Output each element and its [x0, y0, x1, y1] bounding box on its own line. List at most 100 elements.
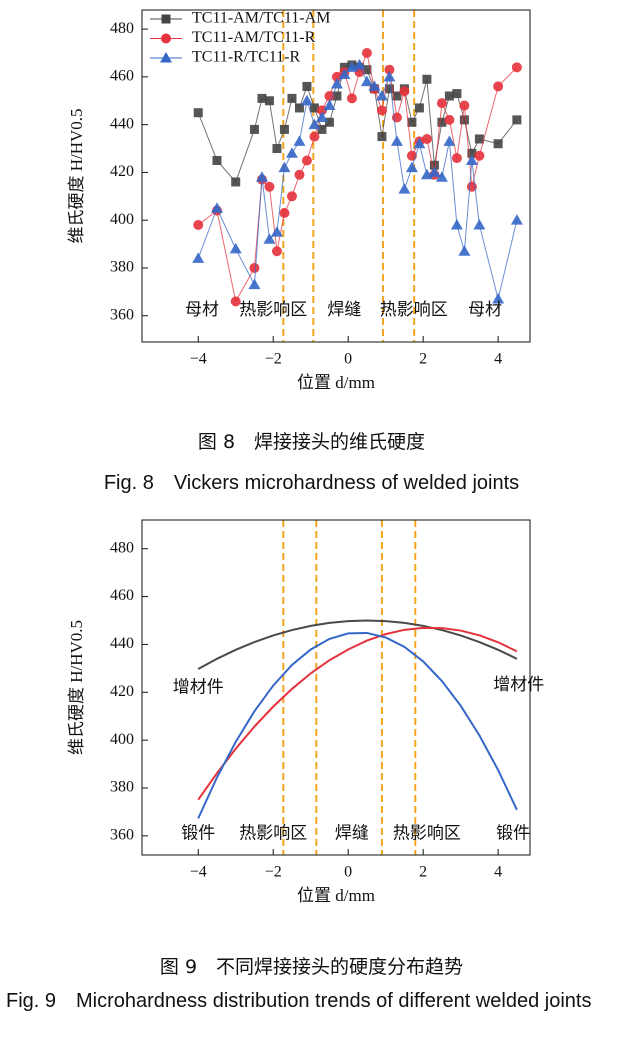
marker	[271, 246, 282, 257]
marker	[264, 181, 275, 192]
series-line	[197, 619, 518, 670]
y-tick-label: 400	[110, 731, 134, 748]
marker	[270, 226, 283, 237]
marker	[331, 71, 342, 82]
x-tick-label: 2	[419, 351, 427, 368]
marker	[444, 91, 454, 101]
marker	[443, 135, 456, 146]
marker	[405, 161, 418, 173]
marker	[361, 47, 372, 58]
marker	[302, 81, 312, 91]
y-tick-label: 440	[110, 115, 134, 132]
marker	[493, 81, 504, 92]
marker	[459, 100, 470, 111]
marker	[384, 64, 395, 75]
marker	[160, 52, 172, 63]
legend-label: TC11-AM/TC11-R	[192, 29, 316, 46]
marker	[230, 296, 241, 307]
marker	[390, 135, 403, 146]
x-tick-label: −2	[265, 864, 282, 881]
marker	[212, 155, 222, 165]
series-line	[197, 64, 518, 300]
marker	[362, 65, 372, 75]
legend-label: TC11-R/TC11-R	[192, 49, 300, 66]
marker	[161, 33, 171, 44]
y-tick-label: 440	[110, 635, 134, 652]
x-tick-label: −4	[190, 864, 207, 881]
annotation: 焊缝	[327, 300, 361, 319]
marker	[315, 111, 328, 122]
caption-en: Fig. 8 Vickers microhardness of welded j…	[103, 472, 520, 494]
series-line	[197, 626, 518, 801]
y-tick-label: 480	[110, 539, 134, 556]
marker	[473, 218, 486, 230]
marker	[279, 208, 290, 219]
annotation: 增材件	[173, 678, 224, 697]
annotation: 焊缝	[335, 824, 369, 843]
plot-frame	[141, 519, 531, 856]
marker	[192, 252, 205, 263]
marker	[492, 293, 505, 304]
marker	[300, 94, 313, 106]
y-tick-label: 460	[110, 587, 134, 604]
marker	[511, 62, 522, 73]
marker	[377, 132, 387, 142]
marker	[493, 139, 503, 149]
marker	[231, 177, 241, 187]
marker	[229, 242, 242, 254]
marker	[309, 103, 319, 113]
marker	[474, 134, 484, 144]
caption: 图 8 焊接接头的维氏硬度	[197, 431, 426, 453]
marker	[346, 93, 357, 104]
marker	[324, 117, 334, 127]
y-axis-label: 维氏硬度 H/HV0.5	[67, 620, 86, 755]
marker	[436, 98, 447, 109]
x-axis-label: 位置 d/mm	[297, 373, 375, 392]
marker	[398, 183, 411, 194]
x-tick-label: 0	[344, 351, 352, 368]
marker	[435, 171, 448, 182]
annotation: 热影响区	[239, 300, 307, 319]
y-tick-label: 420	[110, 683, 134, 700]
marker	[360, 75, 373, 87]
marker	[383, 70, 396, 82]
x-tick-label: 0	[344, 864, 352, 881]
marker	[248, 278, 261, 290]
marker	[293, 135, 306, 146]
series-line	[197, 51, 518, 303]
marker	[263, 233, 276, 244]
marker	[278, 161, 291, 173]
marker	[384, 84, 394, 94]
y-tick-label: 460	[110, 68, 134, 85]
marker	[467, 148, 477, 158]
y-tick-label: 480	[110, 20, 134, 37]
annotation: 母材	[468, 300, 502, 319]
marker	[323, 99, 336, 111]
marker	[465, 154, 478, 165]
marker	[399, 86, 410, 97]
marker	[287, 93, 297, 103]
annotation: 锻件	[181, 824, 215, 843]
x-tick-label: 2	[419, 864, 427, 881]
y-tick-label: 400	[110, 211, 134, 228]
marker	[428, 166, 441, 177]
marker	[368, 80, 381, 91]
marker	[193, 108, 203, 118]
marker	[249, 124, 259, 134]
marker	[512, 115, 522, 125]
marker	[193, 219, 204, 230]
marker	[249, 262, 260, 273]
marker	[285, 147, 298, 158]
y-tick-label: 380	[110, 259, 134, 276]
marker	[392, 91, 402, 101]
marker	[264, 96, 274, 106]
marker	[429, 160, 439, 170]
caption-en: Fig. 9 Microhardness distribution trends…	[6, 990, 592, 1012]
x-axis-label: 位置 d/mm	[297, 886, 375, 905]
marker	[421, 133, 432, 144]
marker	[444, 114, 455, 125]
marker	[458, 245, 471, 256]
marker	[308, 118, 321, 130]
